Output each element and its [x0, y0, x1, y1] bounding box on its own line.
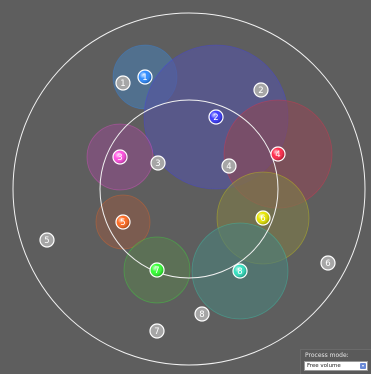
sphere-marker-sheen — [150, 263, 164, 277]
sphere-marker-sheen — [138, 70, 152, 84]
point-marker-label-1: 1 — [120, 79, 125, 89]
point-marker-circle[interactable] — [194, 306, 210, 322]
sphere-label-4: 4 — [275, 150, 280, 160]
process-mode-label: Process mode: — [305, 352, 349, 359]
point-marker-1[interactable]: 1 — [115, 75, 131, 91]
sphere-marker-sheen — [256, 211, 270, 225]
sphere-label-7: 7 — [154, 266, 159, 276]
sphere-center-6[interactable]: 6 — [255, 210, 271, 226]
point-marker-label-3: 3 — [155, 159, 160, 169]
point-marker-circle[interactable] — [149, 323, 165, 339]
sphere-center-3[interactable]: 3 — [112, 149, 128, 165]
point-marker-circle[interactable] — [253, 82, 269, 98]
sphere-label-2: 2 — [213, 113, 218, 123]
sphere-label-8: 8 — [237, 267, 242, 277]
process-mode-panel: Process mode: Free volume ▾ — [300, 349, 371, 374]
inner-boundary-circle — [99, 99, 279, 279]
point-marker-6[interactable]: 6 — [320, 255, 336, 271]
point-marker-circle[interactable] — [221, 158, 237, 174]
sphere-center-8[interactable]: 8 — [232, 263, 248, 279]
point-marker-circle[interactable] — [150, 155, 166, 171]
point-marker-2[interactable]: 2 — [253, 82, 269, 98]
point-marker-4[interactable]: 4 — [221, 158, 237, 174]
sphere-label-6: 6 — [260, 214, 265, 224]
sphere-marker-sheen — [116, 215, 130, 229]
sphere-marker-sheen — [209, 110, 223, 124]
point-marker-7[interactable]: 7 — [149, 323, 165, 339]
sphere-center-2[interactable]: 2 — [208, 109, 224, 125]
point-marker-circle[interactable] — [115, 75, 131, 91]
point-marker-label-7: 7 — [154, 327, 159, 337]
sphere-center-4[interactable]: 4 — [270, 146, 286, 162]
point-marker-5[interactable]: 5 — [39, 232, 55, 248]
sphere-center-5[interactable]: 5 — [115, 214, 131, 230]
point-marker-label-5: 5 — [44, 236, 49, 246]
point-marker-circle[interactable] — [39, 232, 55, 248]
process-mode-selected: Free volume — [307, 363, 341, 369]
point-marker-label-8: 8 — [199, 310, 204, 320]
sphere-center-1[interactable]: 1 — [137, 69, 153, 85]
sphere-center-7[interactable]: 7 — [149, 262, 165, 278]
dropdown-arrow-icon[interactable]: ▾ — [360, 363, 366, 369]
point-marker-label-2: 2 — [258, 86, 263, 96]
sphere-label-1: 1 — [142, 73, 147, 83]
point-marker-circle[interactable] — [320, 255, 336, 271]
outer-boundary-circle — [12, 12, 366, 366]
point-marker-8[interactable]: 8 — [194, 306, 210, 322]
sphere-marker-sheen — [113, 150, 127, 164]
point-marker-label-6: 6 — [325, 259, 330, 269]
process-mode-select[interactable]: Free volume ▾ — [304, 361, 368, 371]
point-marker-3[interactable]: 3 — [150, 155, 166, 171]
point-marker-label-4: 4 — [226, 162, 231, 172]
sphere-marker-sheen — [271, 147, 285, 161]
sphere-label-3: 3 — [117, 153, 122, 163]
sphere-label-5: 5 — [120, 218, 125, 228]
sphere-marker-sheen — [233, 264, 247, 278]
